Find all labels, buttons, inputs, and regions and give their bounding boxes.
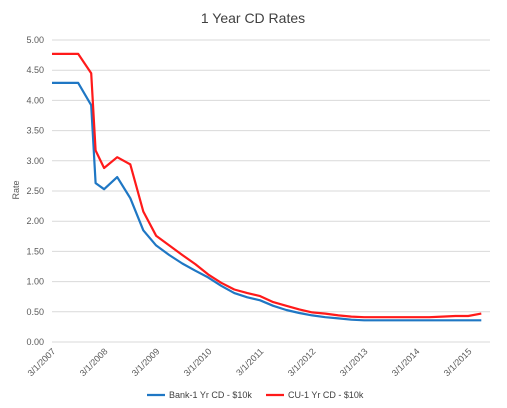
y-tick-label: 0.00 — [26, 337, 44, 347]
y-axis-ticks: 0.00 0.50 1.00 1.50 2.00 2.50 3.00 3.50 4.00 4.50… — [26, 35, 44, 347]
x-tick-label: 3/1/2014 — [390, 346, 422, 378]
series-line-cu — [52, 52, 482, 319]
x-tick-label: 3/1/2010 — [182, 346, 214, 378]
x-axis-ticks: 3/1/2007 3/1/2008 3/1/2009 3/1/2010 3/1/2011… — [26, 346, 474, 378]
x-tick-label: 3/1/2012 — [286, 346, 318, 378]
gridlines — [52, 39, 490, 343]
x-tick-label: 3/1/2008 — [78, 346, 110, 378]
y-tick-label: 0.50 — [26, 307, 44, 317]
y-tick-label: 4.00 — [26, 95, 44, 105]
y-tick-label: 5.00 — [26, 35, 44, 45]
x-tick-label: 3/1/2011 — [234, 346, 265, 377]
y-tick-label: 1.00 — [26, 277, 44, 287]
legend-label: Bank-1 Yr CD - $10k — [169, 390, 252, 400]
y-tick-label: 1.50 — [26, 246, 44, 256]
y-tick-label: 4.50 — [26, 65, 44, 75]
legend-label: CU-1 Yr CD - $10k — [288, 390, 364, 400]
legend: Bank-1 Yr CD - $10k CU-1 Yr CD - $10k — [147, 390, 364, 400]
x-tick-label: 3/1/2009 — [130, 346, 162, 378]
x-tick-label: 3/1/2013 — [338, 346, 370, 378]
y-tick-label: 2.50 — [26, 186, 44, 196]
x-tick-label: 3/1/2015 — [442, 346, 474, 378]
series-line-bank — [52, 81, 482, 322]
y-tick-label: 3.50 — [26, 126, 44, 136]
y-tick-label: 3.00 — [26, 156, 44, 166]
x-tick-label: 3/1/2007 — [26, 346, 58, 378]
chart-title: 1 Year CD Rates — [201, 10, 305, 26]
y-tick-label: 2.00 — [26, 216, 44, 226]
series-lines — [52, 52, 482, 322]
y-axis-label: Rate — [11, 180, 21, 199]
